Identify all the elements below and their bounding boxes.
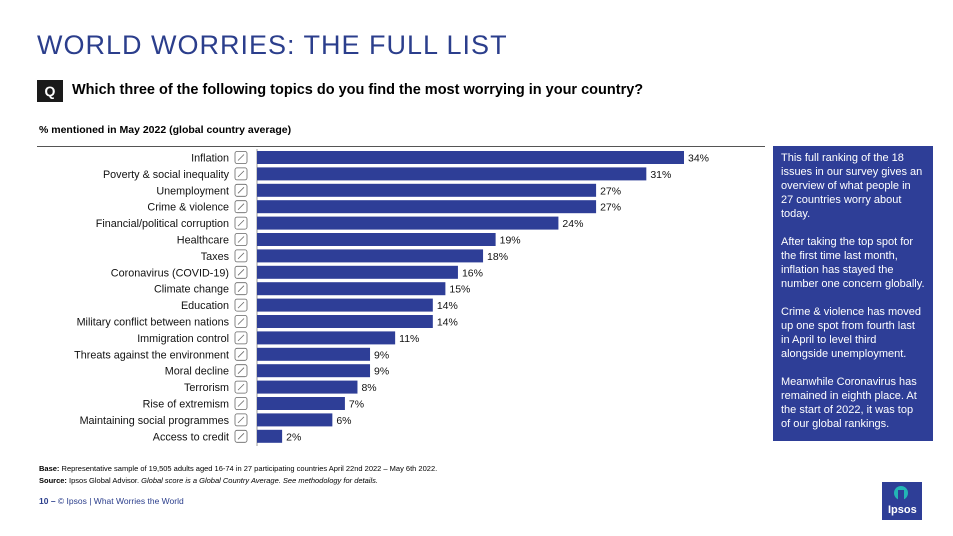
category-label: Unemployment xyxy=(156,185,229,197)
bar xyxy=(257,315,433,328)
footnotes: Base: Representative sample of 19,505 ad… xyxy=(39,463,437,487)
bar xyxy=(257,200,597,214)
category-label: Threats against the environment xyxy=(74,349,229,361)
logo-mark-cutout xyxy=(898,490,904,500)
base-label: Base: xyxy=(39,464,60,473)
value-label: 14% xyxy=(437,300,458,312)
page-number: 10 – xyxy=(39,496,56,506)
value-label: 27% xyxy=(600,202,621,214)
value-label: 18% xyxy=(487,251,508,263)
crime-icon xyxy=(234,200,248,214)
category-label: Military conflict between nations xyxy=(77,317,230,329)
commentary-paragraph-4: Meanwhile Coronavirus has remained in ei… xyxy=(781,376,917,430)
education-icon xyxy=(234,298,248,312)
value-label: 24% xyxy=(562,218,583,230)
briefcase-icon xyxy=(234,183,248,197)
value-label: 7% xyxy=(349,399,364,411)
category-label: Terrorism xyxy=(184,382,229,394)
bar xyxy=(257,364,371,378)
category-label: Moral decline xyxy=(165,366,229,378)
globe-icon xyxy=(234,315,248,328)
bar xyxy=(257,216,559,230)
source-label: Source: xyxy=(39,476,67,485)
value-label: 9% xyxy=(374,349,389,361)
commentary-paragraph-2: After taking the top spot for the first … xyxy=(781,236,925,290)
value-label: 19% xyxy=(500,235,521,247)
value-label: 14% xyxy=(437,317,458,329)
category-label: Access to credit xyxy=(153,431,229,443)
value-label: 15% xyxy=(449,284,470,296)
category-label: Maintaining social programmes xyxy=(80,415,230,427)
category-label: Immigration control xyxy=(137,333,229,345)
bar xyxy=(257,380,358,394)
question-badge: Q xyxy=(37,80,63,102)
healthcare-icon xyxy=(234,233,248,246)
category-label: Rise of extremism xyxy=(143,399,229,411)
page-title: WORLD WORRIES: THE FULL LIST xyxy=(37,30,508,60)
value-label: 9% xyxy=(374,366,389,378)
extremism-icon xyxy=(234,397,248,410)
climate-icon xyxy=(234,282,248,296)
category-label: Financial/political corruption xyxy=(96,218,229,230)
commentary-paragraph-1: This full ranking of the 18 issues in ou… xyxy=(781,152,923,220)
warning-icon xyxy=(234,265,248,279)
bar xyxy=(257,397,345,410)
value-label: 6% xyxy=(336,415,351,427)
social-icon xyxy=(234,413,248,427)
ipsos-logo: Ipsos xyxy=(882,482,922,520)
source-text: Ipsos Global Advisor. xyxy=(69,476,140,485)
category-label: Climate change xyxy=(154,284,229,296)
value-label: 8% xyxy=(361,382,376,394)
value-label: 16% xyxy=(462,267,483,279)
divider xyxy=(37,146,765,147)
chart-icon xyxy=(234,151,248,164)
bar xyxy=(257,413,333,427)
bar xyxy=(257,331,396,345)
moral-icon xyxy=(234,364,248,378)
bar-chart: Inflation 34% Poverty & social inequality 3… xyxy=(74,149,709,446)
credit-icon xyxy=(234,429,248,443)
footer: 10 – © Ipsos | What Worries the World xyxy=(39,496,184,506)
bar xyxy=(257,265,458,279)
environment-icon xyxy=(234,347,248,361)
commentary-box: This full ranking of the 18 issues in ou… xyxy=(773,146,933,441)
source-detail: Global score is a Global Country Average… xyxy=(141,476,378,485)
poverty-icon xyxy=(234,167,248,181)
value-label: 34% xyxy=(688,153,709,165)
bar xyxy=(257,429,283,443)
terrorism-icon xyxy=(234,380,248,394)
value-label: 27% xyxy=(600,185,621,197)
bar xyxy=(257,249,484,263)
category-label: Coronavirus (COVID-19) xyxy=(111,267,229,279)
category-label: Taxes xyxy=(201,251,230,263)
question-text: Which three of the following topics do y… xyxy=(72,82,644,98)
category-label: Healthcare xyxy=(177,235,229,247)
logo-text: Ipsos xyxy=(888,504,917,516)
value-label: 2% xyxy=(286,431,301,443)
bar xyxy=(257,282,446,296)
corruption-icon xyxy=(234,216,248,230)
base-note: Base: Representative sample of 19,505 ad… xyxy=(39,463,437,475)
category-label: Crime & violence xyxy=(147,202,229,214)
taxes-icon xyxy=(234,249,248,263)
category-label: Inflation xyxy=(191,153,229,165)
source-note: Source: Ipsos Global Advisor. Global sco… xyxy=(39,475,437,487)
bar xyxy=(257,183,597,197)
immigration-icon xyxy=(234,331,248,345)
bar xyxy=(257,233,496,246)
category-label: Poverty & social inequality xyxy=(103,169,230,181)
bar xyxy=(257,298,433,312)
commentary-paragraph-3: Crime & violence has moved up one spot f… xyxy=(781,306,922,360)
bar xyxy=(257,347,371,361)
chart-subtitle: % mentioned in May 2022 (global country … xyxy=(39,124,292,136)
bar xyxy=(257,167,647,181)
base-text: Representative sample of 19,505 adults a… xyxy=(61,464,438,473)
category-label: Education xyxy=(181,300,229,312)
bar xyxy=(257,151,684,164)
value-label: 31% xyxy=(650,169,671,181)
value-label: 11% xyxy=(399,333,419,345)
footer-text: © Ipsos | What Worries the World xyxy=(57,496,184,506)
